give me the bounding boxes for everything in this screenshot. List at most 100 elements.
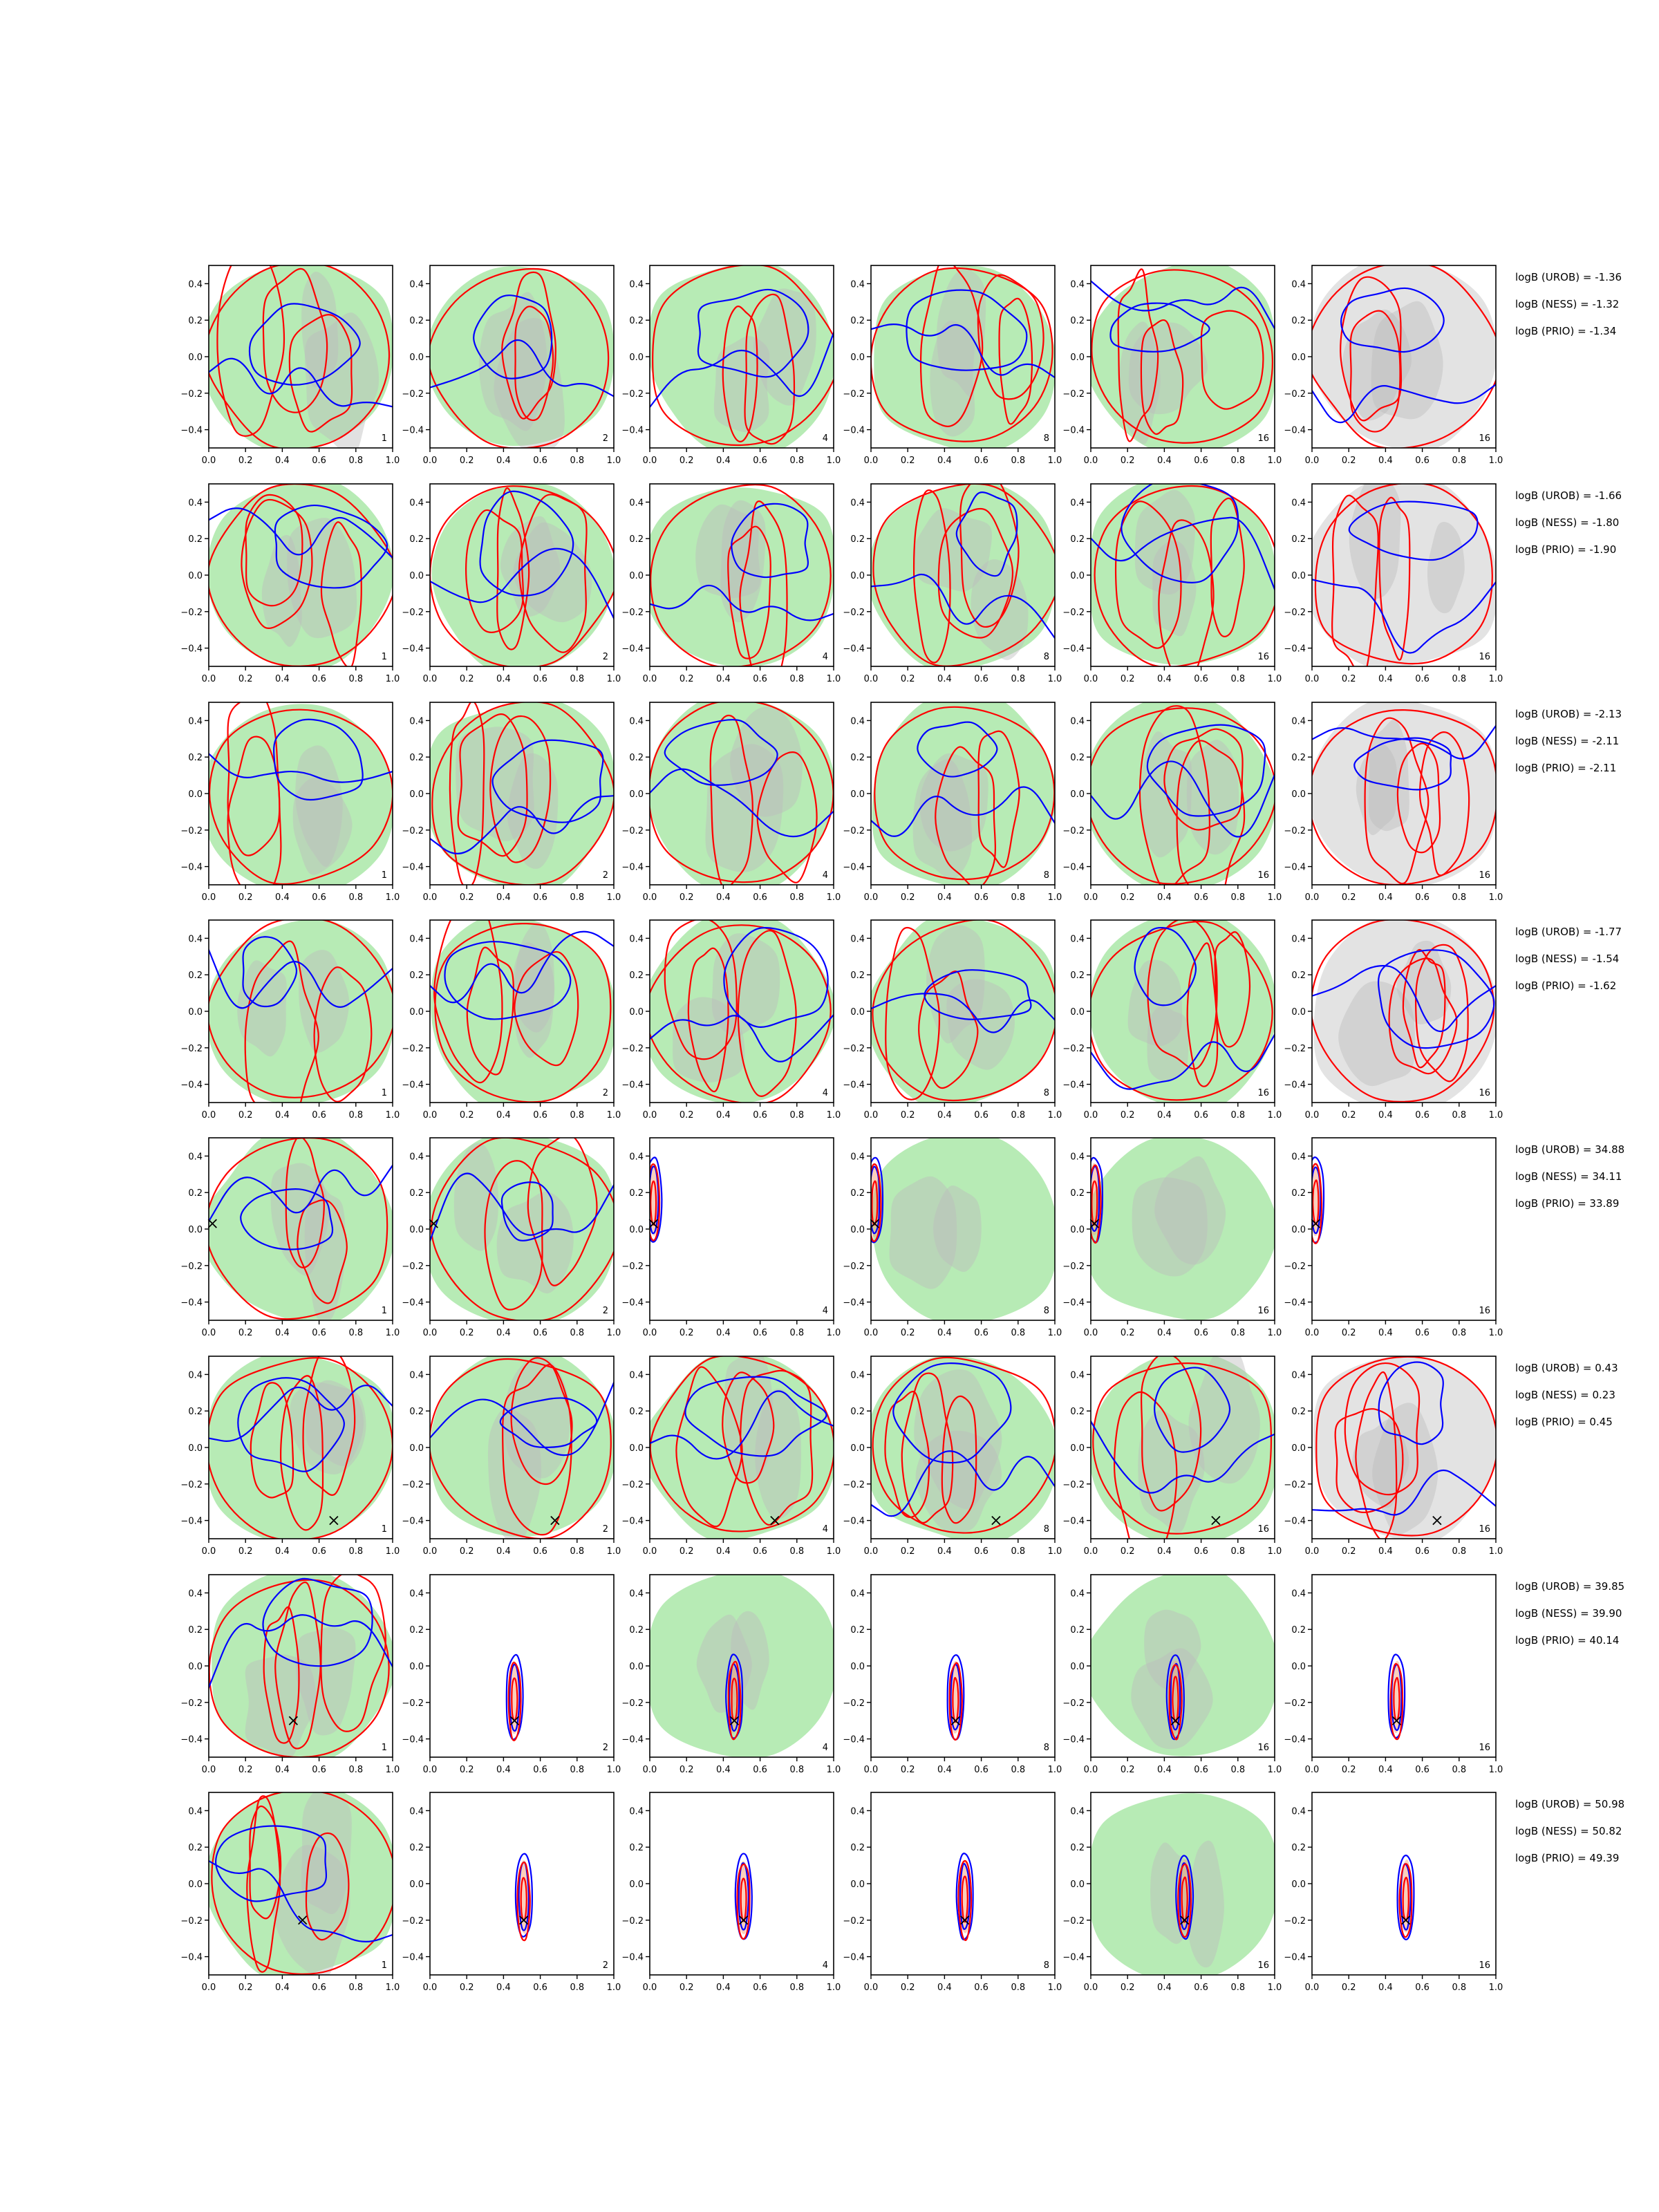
y-tick-label: −0.2 <box>843 1480 865 1490</box>
panel-contours <box>1312 484 1496 666</box>
density-core <box>1144 1609 1201 1690</box>
axes-frame <box>870 1574 1056 1758</box>
contour-red <box>1210 497 1245 637</box>
density-core <box>1154 1156 1226 1265</box>
x-tick-label: 0.0 <box>1084 1983 1098 1993</box>
y-tick-label: −0.2 <box>402 1262 424 1272</box>
y-tick-label: −0.4 <box>402 1953 424 1963</box>
contour-red <box>1349 310 1401 433</box>
y-tick-label: 0.0 <box>850 571 865 581</box>
panel-contours <box>1312 1356 1496 1539</box>
panel-label: 1 <box>382 1743 387 1753</box>
density-core <box>912 508 992 592</box>
panel-r8-c1: 0.0 0.2 0.4 0.6 0.8 1.0 0.4 0.2 0.0 −0.2 −0.4 1 <box>180 1792 400 1993</box>
y-tick-label: −0.2 <box>1284 826 1306 836</box>
y-tick-label: −0.2 <box>843 1698 865 1709</box>
x-tick-label: 0.6 <box>753 1765 767 1775</box>
contour-blue <box>1312 579 1496 654</box>
x-tick-label: 0.2 <box>1342 674 1356 684</box>
panel-r3-c3: 0.0 0.2 0.4 0.6 0.8 1.0 0.4 0.2 0.0 −0.2 −0.4 4 <box>621 702 841 903</box>
panel-contours <box>650 1356 834 1539</box>
density-core <box>1132 1177 1208 1277</box>
y-tick-label: −0.2 <box>1284 1916 1306 1927</box>
x-tick-label: 0.6 <box>1194 892 1208 903</box>
y-tick-label: 0.2 <box>409 1625 424 1635</box>
panel-contours <box>209 1356 393 1539</box>
panel-label: 1 <box>382 1088 387 1098</box>
x-tick-label: 1.0 <box>607 1765 621 1775</box>
density-core <box>306 1380 364 1466</box>
contour-red <box>502 1364 572 1536</box>
x-tick-label: 0.4 <box>275 1983 290 1993</box>
contour-red <box>957 1859 973 1941</box>
y-tick-label: 0.0 <box>1291 1443 1306 1454</box>
y-tick-label: 0.4 <box>188 1370 203 1380</box>
y-tick-label: 0.2 <box>1291 316 1306 326</box>
panel-label: 16 <box>1479 1960 1490 1971</box>
x-tick-label: 1.0 <box>607 1328 621 1338</box>
contour-red <box>650 924 832 1103</box>
x-tick-label: 0.2 <box>901 1983 915 1993</box>
y-tick-label: 0.2 <box>188 1407 203 1417</box>
x-tick-label: 1.0 <box>1268 1983 1282 1993</box>
y-tick-label: 0.0 <box>629 1007 644 1018</box>
contour-red <box>737 930 797 1097</box>
contour-blue <box>209 507 393 559</box>
y-tick-label: 0.4 <box>629 1370 644 1380</box>
y-tick-label: −0.2 <box>1284 608 1306 618</box>
contour-red <box>262 268 328 413</box>
x-tick-label: 0.0 <box>1084 1765 1098 1775</box>
density-core <box>1368 719 1409 832</box>
y-tick-label: −0.4 <box>843 1953 865 1963</box>
x-tick-label: 0.4 <box>496 1765 511 1775</box>
y-tick-label: 0.2 <box>629 971 644 981</box>
y-tick-label: 0.4 <box>1291 1588 1306 1599</box>
panel-r1-c5: 0.0 0.2 0.4 0.6 0.8 1.0 0.4 0.2 0.0 −0.2 −0.4 16 <box>1062 265 1282 466</box>
contour-red <box>1315 1356 1496 1537</box>
y-tick-label: −0.4 <box>1284 863 1306 873</box>
x-tick-label: 0.6 <box>974 456 988 466</box>
contour-blue <box>209 1163 393 1224</box>
x-tick-label: 0.8 <box>1011 1546 1025 1557</box>
density-core <box>1188 1356 1260 1484</box>
x-tick-label: 1.0 <box>827 674 841 684</box>
panel-label: 1 <box>382 1960 387 1971</box>
x-tick-label: 0.0 <box>643 674 657 684</box>
y-tick-label: −0.4 <box>402 1735 424 1745</box>
y-tick-label: 0.4 <box>850 1152 865 1162</box>
panel-label: 16 <box>1257 1524 1269 1535</box>
x-tick-label: 0.2 <box>1121 1328 1135 1338</box>
x-tick-label: 0.8 <box>348 1328 363 1338</box>
x-tick-label: 0.4 <box>275 456 290 466</box>
y-tick-label: −0.2 <box>1062 826 1085 836</box>
density-core <box>261 534 302 647</box>
panel-label: 2 <box>603 1306 608 1316</box>
contour-blue <box>273 718 364 801</box>
y-tick-label: 0.4 <box>409 1152 424 1162</box>
x-tick-label: 0.0 <box>1084 892 1098 903</box>
x-tick-label: 0.4 <box>275 892 290 903</box>
contour-blue <box>650 584 834 621</box>
panel-grid: 0.0 0.2 0.4 0.6 0.8 1.00.40.20.0−0.2−0.410.0 0… <box>180 265 1503 1993</box>
contour-red <box>433 920 503 1084</box>
x-tick-label: 0.6 <box>1194 674 1208 684</box>
panel-r5-c1: 0.0 0.2 0.4 0.6 0.8 1.0 0.4 0.2 0.0 −0.2 −0.4 1 <box>180 1137 400 1338</box>
true-value-marker <box>1180 1915 1190 1925</box>
panel-contours <box>1396 1855 1415 1940</box>
x-tick-label: 0.2 <box>1121 892 1135 903</box>
x-tick-label: 0.8 <box>789 1328 804 1338</box>
true-value-marker <box>519 1915 529 1925</box>
y-tick-label: −0.4 <box>843 1080 865 1091</box>
density-fill <box>650 1575 834 1757</box>
true-value-marker <box>329 1515 339 1526</box>
x-tick-label: 1.0 <box>386 1546 400 1557</box>
y-tick-label: 0.0 <box>409 571 424 581</box>
logb-annotation: logB (NESS) = 0.23 <box>1515 1389 1615 1401</box>
x-tick-label: 0.4 <box>937 456 952 466</box>
x-tick-label: 0.6 <box>533 1546 547 1557</box>
contour-blue <box>738 1862 749 1931</box>
density-fill <box>209 704 393 885</box>
x-tick-label: 0.4 <box>1378 1983 1393 1993</box>
contour-blue <box>1154 1367 1231 1453</box>
